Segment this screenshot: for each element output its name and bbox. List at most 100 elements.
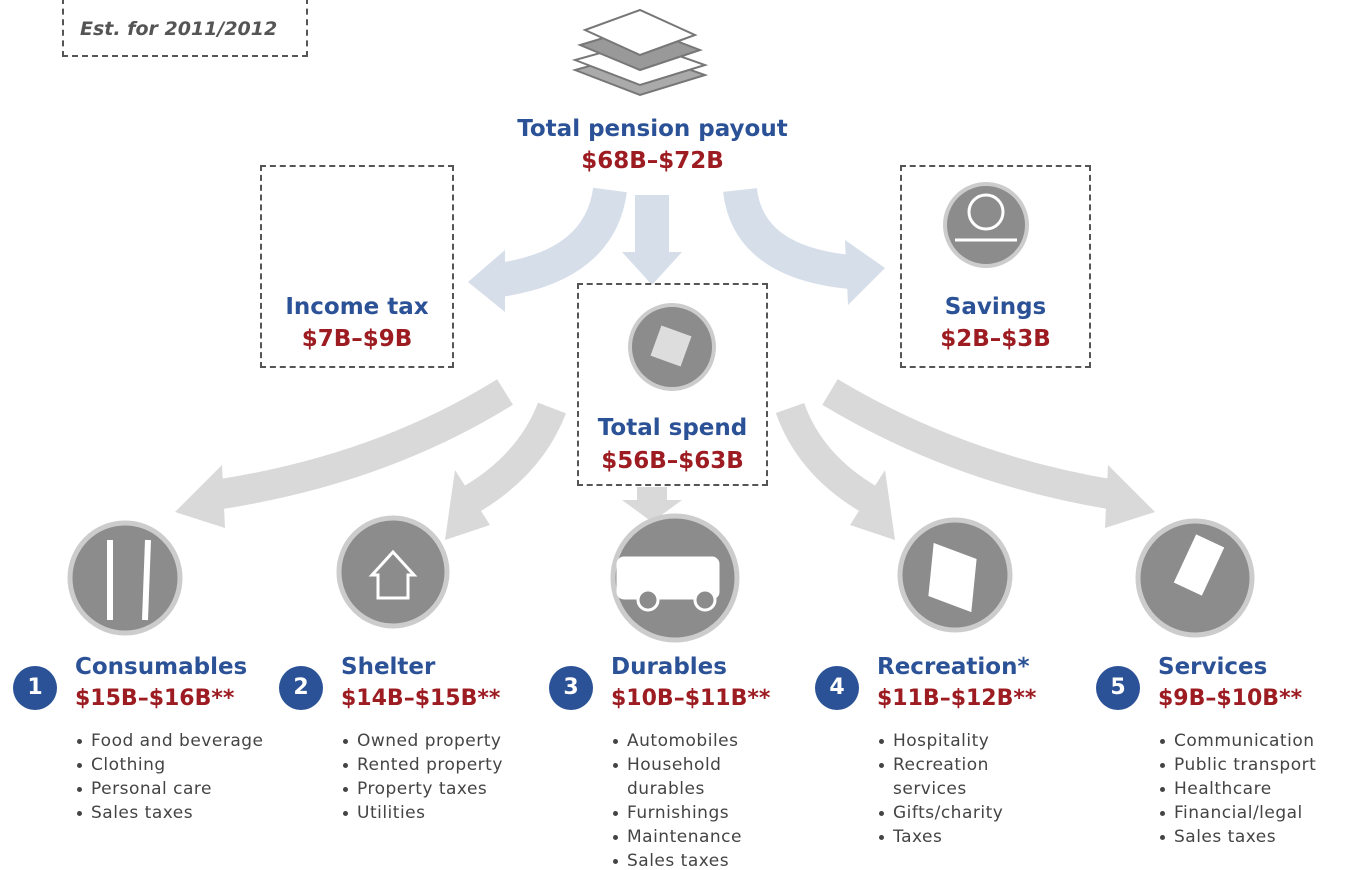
top-arrows [500,190,850,280]
note: Est. for 2011/2012 [80,18,277,40]
item-text: Taxes [893,827,942,847]
category-items: Food and beverage Clothing Personal care Sa… [75,729,266,825]
item-text: Food and beverage [91,731,263,751]
category-number: 1 [13,666,57,710]
item-text: Owned property [357,731,502,751]
item-text: Healthcare [1174,779,1272,799]
category-item: Property taxes [341,777,532,801]
category-item: Sales taxes [611,849,802,870]
arrow-head [468,250,505,312]
category-name: Recreation* [877,654,1030,680]
category-item: Taxes [877,825,1068,849]
item-text: Maintenance [627,827,742,847]
shelter-icon [339,518,447,626]
income-tax-amount: $7B–$9B [260,326,454,352]
bullet [879,763,884,768]
bullet [613,763,618,768]
category-name: Durables [611,654,727,680]
category-items: Automobiles Household durables Furnishings… [611,729,802,870]
item-text: Utilities [357,803,425,823]
money-icon [575,10,705,95]
item-text: Household durables [627,755,721,799]
bullet [343,811,348,816]
category-amount: $10B–$11B** [611,686,770,711]
consumables-icon [70,523,180,633]
arrow-head [175,465,225,528]
bullet [613,739,618,744]
category-item: Personal care [75,777,266,801]
bullet [343,787,348,792]
item-text: Furnishings [627,803,729,823]
bullet [77,811,82,816]
category-item: Food and beverage [75,729,266,753]
category-items: Owned property Rented property Property ta… [341,729,532,825]
item-text: Rented property [357,755,503,775]
arrow-head [622,252,682,285]
bullet [77,787,82,792]
bullet [1160,811,1165,816]
item-text: Financial/legal [1174,803,1303,823]
category-item: Sales taxes [75,801,266,825]
category-name: Shelter [341,654,435,680]
category-item: Financial/legal [1158,801,1345,825]
item-text: Hospitality [893,731,989,751]
savings-label: Savings [900,294,1091,320]
infographic: Est. for 2011/2012 Total pension payout … [0,0,1345,870]
arrow [500,190,610,280]
category-items: Hospitality Recreation services Gifts/char… [877,729,1068,849]
bullet [1160,835,1165,840]
bullet [613,859,618,864]
item-text: Gifts/charity [893,803,1003,823]
bullet [879,739,884,744]
category-item: Furnishings [611,801,802,825]
category-item: Owned property [341,729,532,753]
category-item: Automobiles [611,729,802,753]
total-spend-amount: $56B–$63B [577,448,768,474]
item-text: Recreation services [893,755,989,799]
category-number: 3 [549,666,593,710]
bullet [613,835,618,840]
arrow [830,392,1115,495]
category-item: Communication [1158,729,1345,753]
item-text: Sales taxes [1174,827,1276,847]
category-amount: $14B–$15B** [341,686,500,711]
bullet [77,739,82,744]
item-text: Automobiles [627,731,738,751]
category-item: Rented property [341,753,532,777]
item-text: Sales taxes [91,803,193,823]
category-amount: $9B–$10B** [1158,686,1302,711]
total-amount: $68B–$72B [500,148,805,174]
category-item: Utilities [341,801,532,825]
arrow [740,190,850,272]
arrow [215,392,505,495]
bullet [613,811,618,816]
item-text: Personal care [91,779,212,799]
bullet [1160,739,1165,744]
category-item: Household durables [611,753,802,801]
category-item: Maintenance [611,825,802,849]
category-amount: $15B–$16B** [75,686,234,711]
category-number: 2 [279,666,323,710]
category-items: Communication Public transport Healthcare F… [1158,729,1345,849]
item-text: Clothing [91,755,166,775]
total-label: Total pension payout [500,116,805,142]
total-spend-label: Total spend [577,415,768,441]
item-text: Public transport [1174,755,1316,775]
bullet [879,811,884,816]
category-item: Sales taxes [1158,825,1345,849]
item-text: Property taxes [357,779,487,799]
arrow-head [1105,465,1155,528]
bullet [343,739,348,744]
bullet [1160,787,1165,792]
income-tax-label: Income tax [260,294,454,320]
item-text: Communication [1174,731,1315,751]
category-item: Healthcare [1158,777,1345,801]
category-amount: $11B–$12B** [877,686,1036,711]
category-name: Services [1158,654,1267,680]
category-item: Public transport [1158,753,1345,777]
category-number: 5 [1096,666,1140,710]
item-text: Sales taxes [627,851,729,870]
arrow-head [845,240,885,305]
category-item: Gifts/charity [877,801,1068,825]
bullet [343,763,348,768]
